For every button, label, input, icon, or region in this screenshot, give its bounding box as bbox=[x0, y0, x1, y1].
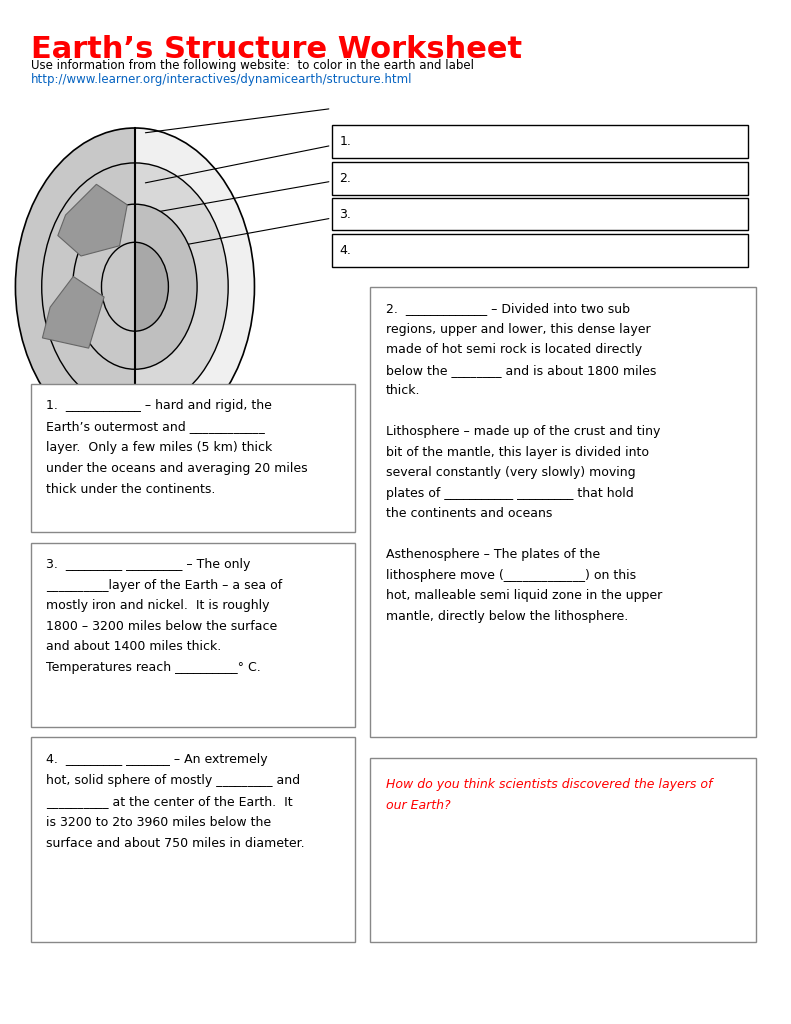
Text: 4.: 4. bbox=[339, 245, 351, 257]
Polygon shape bbox=[58, 184, 127, 256]
Text: 3.: 3. bbox=[339, 208, 351, 220]
Text: 2.  _____________ – Divided into two sub
regions, upper and lower, this dense la: 2. _____________ – Divided into two sub … bbox=[385, 302, 662, 623]
FancyBboxPatch shape bbox=[331, 234, 748, 267]
FancyBboxPatch shape bbox=[31, 737, 354, 942]
Wedge shape bbox=[135, 128, 255, 445]
FancyBboxPatch shape bbox=[31, 543, 354, 727]
Text: Use information from the following website:  to color in the earth and label: Use information from the following websi… bbox=[31, 59, 474, 73]
Wedge shape bbox=[135, 163, 228, 411]
Wedge shape bbox=[135, 204, 197, 370]
FancyBboxPatch shape bbox=[331, 162, 748, 195]
FancyBboxPatch shape bbox=[31, 384, 354, 532]
FancyBboxPatch shape bbox=[370, 758, 755, 942]
FancyBboxPatch shape bbox=[331, 198, 748, 230]
Text: Earth’s Structure Worksheet: Earth’s Structure Worksheet bbox=[31, 35, 522, 63]
FancyBboxPatch shape bbox=[331, 125, 748, 158]
Wedge shape bbox=[135, 243, 168, 331]
FancyBboxPatch shape bbox=[370, 287, 755, 737]
Text: http://www.learner.org/interactives/dynamicearth/structure.html: http://www.learner.org/interactives/dyna… bbox=[31, 73, 412, 86]
Text: 1.  ____________ – hard and rigid, the
Earth’s outermost and ____________
layer.: 1. ____________ – hard and rigid, the Ea… bbox=[46, 399, 308, 497]
Polygon shape bbox=[43, 276, 104, 348]
Text: 2.: 2. bbox=[339, 172, 351, 184]
Text: How do you think scientists discovered the layers of
our Earth?: How do you think scientists discovered t… bbox=[385, 778, 712, 812]
Text: 1.: 1. bbox=[339, 135, 351, 147]
Text: 3.  _________ _________ – The only
__________layer of the Earth – a sea of
mostl: 3. _________ _________ – The only ______… bbox=[46, 558, 282, 674]
Text: 4.  _________ _______ – An extremely
hot, solid sphere of mostly _________ and
_: 4. _________ _______ – An extremely hot,… bbox=[46, 753, 305, 850]
Wedge shape bbox=[15, 128, 135, 445]
